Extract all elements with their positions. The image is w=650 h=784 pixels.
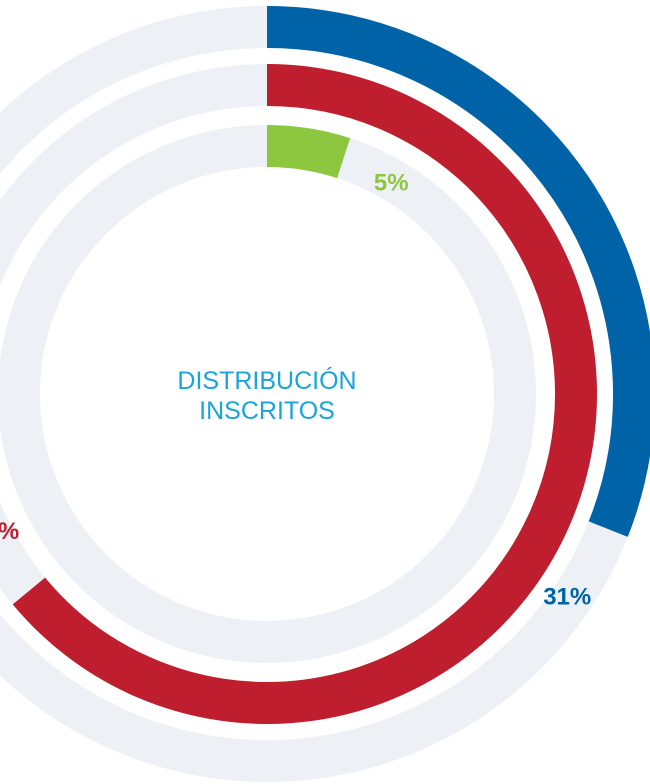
arc-bar: [266, 125, 351, 179]
arc-bar: [12, 64, 597, 724]
value-label: 64%: [0, 518, 19, 545]
value-label: 31%: [543, 583, 591, 610]
arc-bar: [266, 6, 650, 537]
value-label: 5%: [374, 169, 409, 196]
chart-title: DISTRIBUCIÓN INSCRITOS: [177, 367, 357, 425]
